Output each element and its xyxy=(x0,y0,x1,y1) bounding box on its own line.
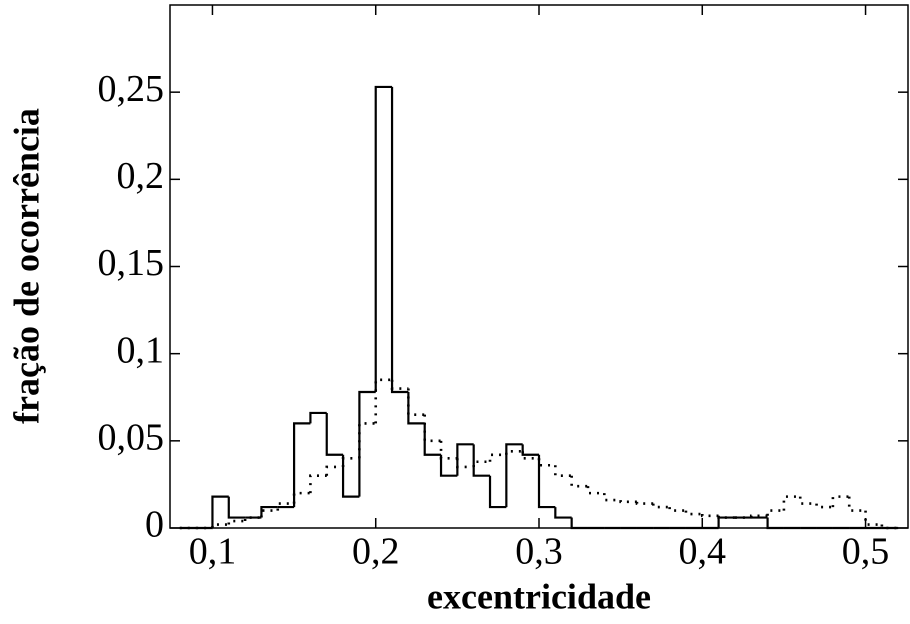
histogram-step xyxy=(570,475,588,488)
x-tick-label: 0,4 xyxy=(679,531,727,573)
y-tick-label: 0,05 xyxy=(98,417,165,459)
histogram-step xyxy=(766,509,784,516)
histogram-step xyxy=(864,510,882,526)
histogram-step xyxy=(749,514,768,518)
histogram-step xyxy=(227,496,246,519)
histogram-step xyxy=(325,412,344,456)
histogram-step xyxy=(619,500,637,504)
histogram-step xyxy=(537,454,556,509)
histogram-step xyxy=(439,454,458,477)
histogram-step xyxy=(717,516,735,528)
histogram-step xyxy=(341,456,360,467)
histogram-step xyxy=(505,449,523,455)
y-tick-label: 0,15 xyxy=(98,242,165,284)
y-tick-label: 0,25 xyxy=(98,68,165,110)
histogram-step xyxy=(586,486,605,495)
histogram-step xyxy=(847,496,866,512)
histogram-step xyxy=(292,422,311,508)
histogram-step xyxy=(292,491,311,504)
histogram-step xyxy=(798,496,817,505)
histogram-step xyxy=(456,443,474,476)
histogram-step xyxy=(358,422,376,459)
y-axis-label: fração de ocorrência xyxy=(6,108,46,424)
histogram-step xyxy=(831,495,850,508)
y-tick-label: 0,2 xyxy=(117,155,165,197)
histogram-step xyxy=(325,465,344,476)
histogram-step xyxy=(456,458,474,469)
histogram-step xyxy=(684,510,703,516)
histogram-step xyxy=(815,503,833,509)
y-tick-label: 0,1 xyxy=(117,329,165,371)
histogram-step xyxy=(407,388,425,416)
histogram-step xyxy=(390,86,409,394)
histogram-step xyxy=(309,411,327,424)
histogram-step xyxy=(554,465,572,477)
histogram-step xyxy=(423,414,442,443)
histogram-step xyxy=(243,516,262,522)
histogram-step xyxy=(603,493,621,502)
histogram-step xyxy=(309,474,327,494)
histogram-step xyxy=(505,443,523,508)
y-tick-label: 0 xyxy=(145,504,164,546)
histogram-step xyxy=(341,454,360,498)
histogram-step xyxy=(260,505,278,518)
histogram-step xyxy=(211,523,229,528)
histogram-step xyxy=(651,503,670,509)
histogram-step xyxy=(358,390,376,497)
histogram-step xyxy=(635,501,654,505)
histogram-step xyxy=(390,379,409,390)
x-tick-label: 0,5 xyxy=(842,531,890,573)
x-tick-label: 0,2 xyxy=(352,531,400,573)
histogram-step xyxy=(537,458,556,467)
histogram-step xyxy=(521,444,539,456)
histogram-step xyxy=(782,495,801,511)
histogram-step xyxy=(407,392,425,425)
histogram-step xyxy=(439,440,458,460)
histogram-step xyxy=(472,460,491,467)
histogram-step xyxy=(668,507,686,512)
x-tick-label: 0,3 xyxy=(515,531,563,573)
histogram-step xyxy=(227,519,246,525)
x-tick-label: 0,1 xyxy=(189,531,237,573)
histogram-step xyxy=(521,451,539,460)
histogram-step xyxy=(374,85,393,393)
histogram-step xyxy=(276,502,295,511)
histogram-step xyxy=(570,517,588,530)
histogram-step xyxy=(488,475,507,509)
histogram-step xyxy=(260,509,278,518)
plot-frame xyxy=(169,4,909,529)
histogram-step xyxy=(211,495,229,528)
histogram-step xyxy=(717,515,735,519)
x-axis-label: excentricidade xyxy=(427,576,651,616)
histogram-step xyxy=(374,378,393,424)
histogram-step xyxy=(472,444,491,477)
histogram-step xyxy=(766,517,784,530)
histogram-step xyxy=(700,514,719,518)
histogram-step xyxy=(880,524,899,530)
histogram-step xyxy=(554,507,572,519)
histogram-step xyxy=(488,453,507,462)
histogram-step xyxy=(423,423,442,456)
